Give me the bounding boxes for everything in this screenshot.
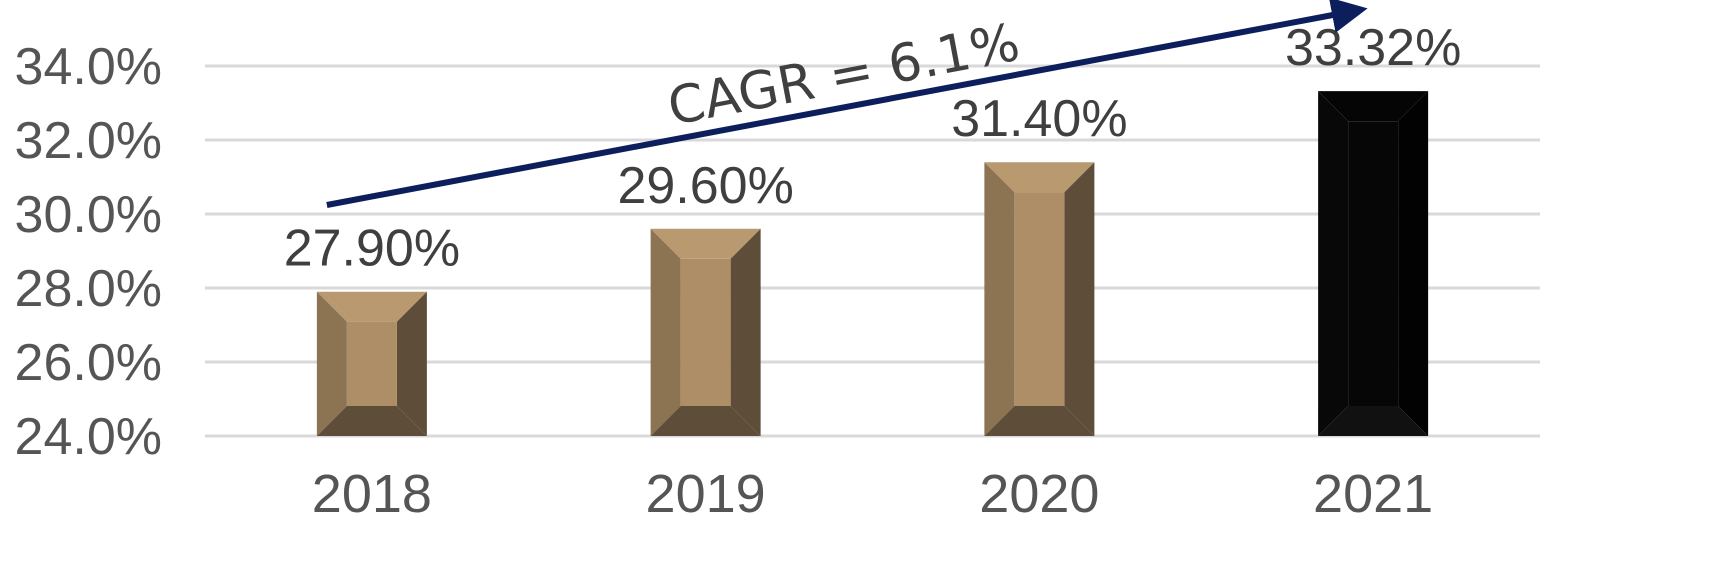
cagr-annotation: CAGR = 6.1% — [326, 0, 1368, 208]
data-label: 29.60% — [617, 157, 793, 215]
x-tick-label: 2021 — [1313, 464, 1433, 524]
data-label: 27.90% — [284, 220, 460, 278]
y-tick-label: 30.0% — [15, 186, 162, 244]
bar-2020 — [984, 162, 1095, 436]
y-tick-label: 26.0% — [15, 334, 162, 392]
cagr-arrow — [326, 0, 1368, 208]
y-tick-label: 24.0% — [15, 408, 162, 466]
y-tick-label: 32.0% — [15, 112, 162, 170]
y-tick-label: 28.0% — [15, 260, 162, 318]
bars — [316, 91, 1429, 436]
x-axis-tick-labels: 2018 2019 2020 2021 — [312, 464, 1433, 524]
bar-2019 — [650, 228, 761, 436]
y-tick-label: 34.0% — [15, 38, 162, 96]
bar-2018 — [316, 291, 427, 436]
data-labels: 27.90% 29.60% 31.40% 33.32% — [284, 19, 1462, 278]
x-tick-label: 2018 — [312, 464, 432, 524]
data-label: 33.32% — [1285, 19, 1461, 77]
data-label: 31.40% — [951, 90, 1127, 148]
gridlines — [205, 64, 1540, 438]
x-tick-label: 2020 — [979, 464, 1099, 524]
bar-2021 — [1318, 91, 1429, 436]
x-tick-label: 2019 — [646, 464, 766, 524]
y-axis-tick-labels: 24.0% 26.0% 28.0% 30.0% 32.0% 34.0% — [15, 38, 162, 466]
